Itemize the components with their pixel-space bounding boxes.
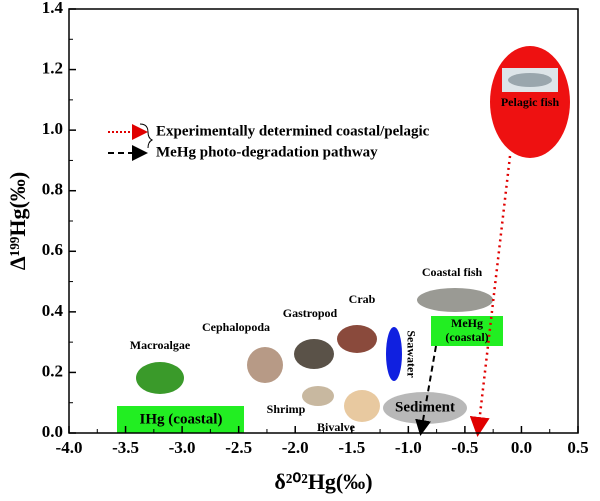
y-tick-label: 0.6 — [42, 240, 63, 259]
macroalgae-icon — [136, 362, 184, 394]
mehg-region — [431, 316, 503, 346]
x-tick-label: -2.0 — [282, 438, 309, 457]
gastropod-icon — [294, 339, 334, 369]
legend-label: MeHg photo-degradation pathway — [156, 144, 378, 160]
label-coastal-fish: Coastal fish — [422, 265, 483, 279]
bivalve-icon — [344, 390, 380, 422]
cephalopoda-icon — [247, 347, 283, 383]
legend-label: Experimentally determined coastal/pelagi… — [156, 123, 430, 139]
x-tick-label: -2.5 — [225, 438, 252, 457]
label-ihg: IHg (coastal) — [140, 411, 223, 427]
y-axis-title: Δ¹⁹⁹Hg(‰) — [5, 172, 30, 270]
label-mehg: (coastal) — [445, 330, 488, 344]
seawater-region — [386, 327, 402, 381]
x-tick-label: -0.5 — [451, 438, 478, 457]
degradation-arrow — [415, 345, 437, 436]
y-tick-label: 1.0 — [42, 119, 63, 138]
y-tick-label: 1.2 — [42, 58, 63, 77]
y-tick-label: 0.4 — [42, 301, 64, 320]
x-tick-label: -1.5 — [338, 438, 365, 457]
label-pelagic-fish: Pelagic fish — [501, 95, 560, 109]
x-tick-label: -4.0 — [56, 438, 83, 457]
label-bivalve: Bivalve — [317, 420, 356, 434]
label-shrimp: Shrimp — [267, 402, 306, 416]
x-tick-label: -3.0 — [169, 438, 196, 457]
x-tick-label: 0.5 — [567, 438, 588, 457]
ihg-region — [117, 406, 244, 433]
x-axis-title: δ²⁰²Hg(‰) — [274, 469, 372, 494]
pelagic-fish-icon — [508, 73, 552, 87]
crab-icon — [337, 325, 377, 353]
label-crab: Crab — [349, 292, 376, 306]
label-mehg: MeHg — [451, 316, 483, 330]
label-sediment: Sediment — [395, 399, 455, 415]
pelagic-arrow — [469, 155, 512, 437]
legend-bracket — [139, 123, 154, 149]
x-tick-label: 0.0 — [511, 438, 532, 457]
x-tick-label: -1.0 — [395, 438, 422, 457]
y-tick-label: 1.4 — [42, 0, 64, 17]
y-tick-label: 0.2 — [42, 361, 63, 380]
label-cephalopoda: Cephalopoda — [202, 320, 270, 334]
label-seawater: Seawater — [404, 330, 418, 378]
label-macroalgae: Macroalgae — [130, 338, 191, 352]
x-tick-label: -3.5 — [112, 438, 139, 457]
shrimp-icon — [302, 386, 334, 406]
label-gastropod: Gastropod — [283, 306, 338, 320]
y-tick-label: 0.0 — [42, 422, 63, 441]
coastal-fish-icon — [417, 288, 493, 312]
icons — [117, 46, 570, 437]
y-tick-label: 0.8 — [42, 180, 63, 199]
